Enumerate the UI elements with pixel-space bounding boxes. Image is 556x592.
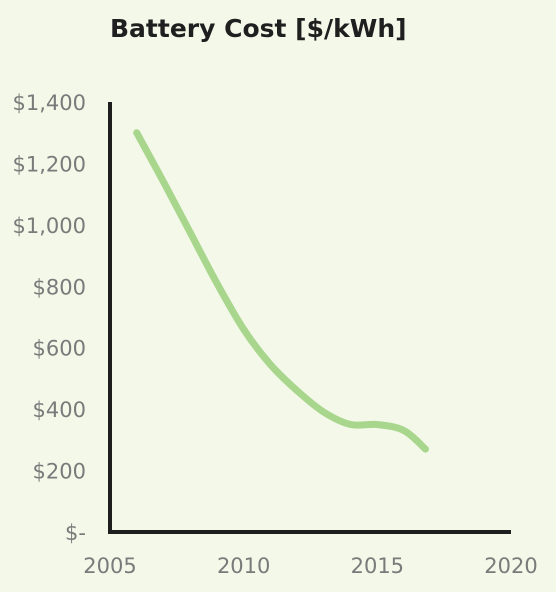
data-point xyxy=(267,362,273,368)
series-line xyxy=(133,129,429,453)
y-tick-label: $1,200 xyxy=(13,152,86,176)
data-point xyxy=(401,428,407,434)
y-tick-label: $400 xyxy=(33,398,86,422)
data-point xyxy=(348,422,354,428)
data-point xyxy=(241,326,247,332)
data-point xyxy=(134,130,140,136)
x-tick-label: 2005 xyxy=(83,554,136,578)
x-tick-label: 2010 xyxy=(217,554,270,578)
y-tick-label: $600 xyxy=(33,337,86,361)
data-point xyxy=(321,409,327,415)
data-point xyxy=(160,179,166,185)
x-axis-tick-labels: 2005 2010 2015 2020 xyxy=(83,554,537,578)
chart-title: Battery Cost [$/kWh] xyxy=(110,14,407,43)
y-tick-label: $1,400 xyxy=(13,91,86,115)
y-tick-label: $800 xyxy=(33,275,86,299)
data-point xyxy=(422,446,428,452)
y-tick-label: $- xyxy=(65,521,86,545)
y-axis-tick-labels: $- $200 $400 $600 $800 $1,000 $1,200 $1,400 xyxy=(13,91,86,545)
series-layer xyxy=(133,129,429,453)
y-tick-label: $1,000 xyxy=(13,214,86,238)
x-tick-label: 2015 xyxy=(351,554,404,578)
x-tick-label: 2020 xyxy=(484,554,537,578)
data-point xyxy=(187,230,193,236)
data-point xyxy=(214,280,220,286)
data-point xyxy=(374,422,380,428)
y-tick-label: $200 xyxy=(33,460,86,484)
data-point xyxy=(294,388,300,394)
